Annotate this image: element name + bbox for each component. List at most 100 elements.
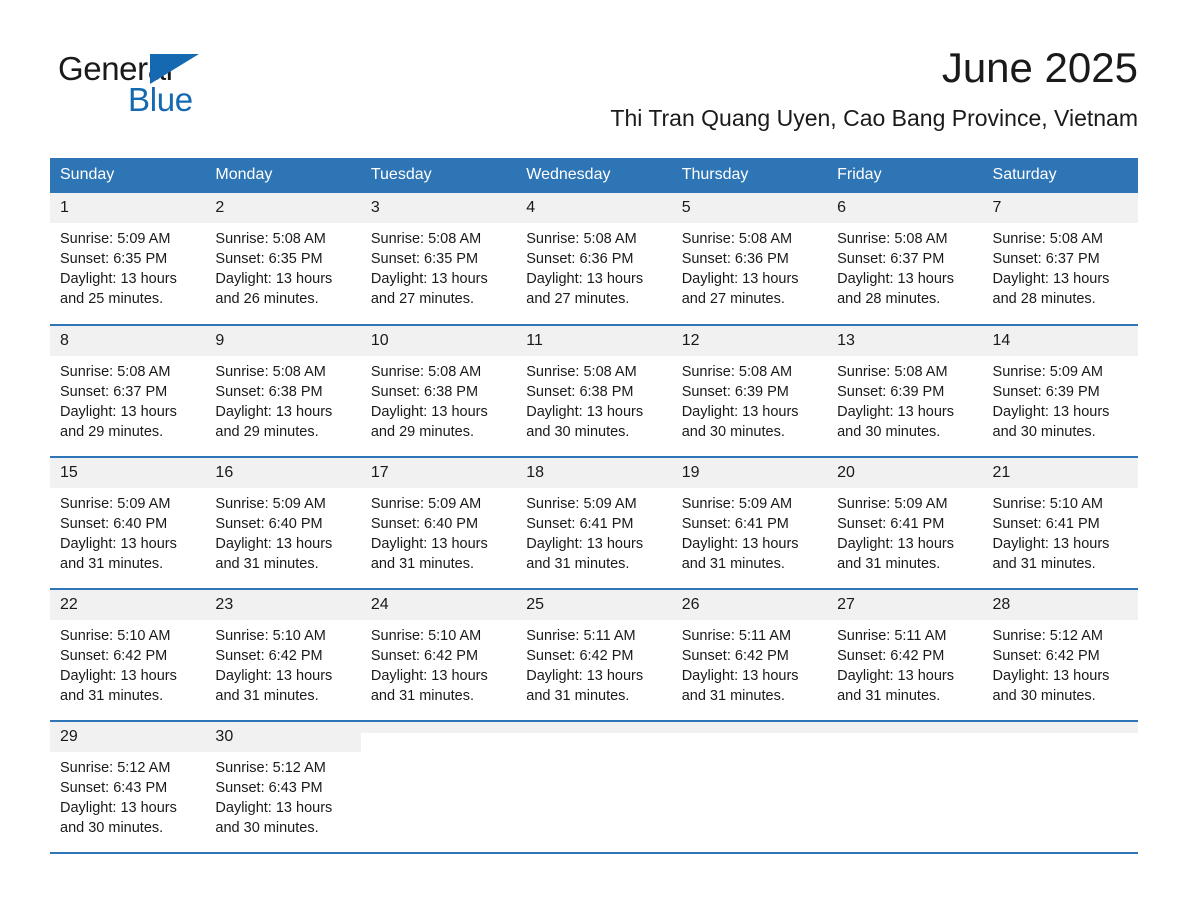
daylight-text: Daylight: 13 hours and 29 minutes. [215, 404, 333, 440]
calendar-day-cell[interactable]: 5 Sunrise: 5:08 AM Sunset: 6:36 PM Daylight… [671, 193, 828, 326]
general-blue-logo[interactable]: General Blue [58, 52, 238, 122]
day-number: 1 [50, 193, 206, 223]
day-number: 22 [50, 590, 206, 620]
weekday-header-tuesday: Tuesday [360, 158, 517, 193]
calendar-day-cell[interactable]: 13 Sunrise: 5:08 AM Sunset: 6:39 PM Dayligh… [827, 325, 983, 458]
daylight-text: Daylight: 13 hours and 31 minutes. [370, 668, 488, 704]
calendar-week-row: 22 Sunrise: 5:10 AM Sunset: 6:42 PM Dayligh… [50, 589, 1138, 722]
day-number: 28 [982, 590, 1138, 620]
day-number: 12 [671, 326, 828, 356]
sunset-text: Sunset: 6:41 PM [837, 516, 945, 532]
sunset-text: Sunset: 6:41 PM [681, 516, 789, 532]
calendar-day-cell[interactable]: 21 Sunrise: 5:10 AM Sunset: 6:41 PM Dayligh… [982, 457, 1138, 590]
daylight-text: Daylight: 13 hours and 29 minutes. [60, 404, 177, 440]
day-number: 16 [205, 458, 361, 488]
day-details: Sunrise: 5:10 AM Sunset: 6:42 PM Daylight:… [361, 620, 516, 706]
sunrise-text: Sunrise: 5:11 AM [526, 628, 636, 644]
day-details: Sunrise: 5:11 AM Sunset: 6:42 PM Daylight:… [672, 620, 827, 706]
day-details: Sunrise: 5:11 AM Sunset: 6:42 PM Daylight:… [827, 620, 982, 706]
daylight-text: Daylight: 13 hours and 25 minutes. [60, 271, 177, 307]
sunrise-text: Sunrise: 5:10 AM [992, 496, 1103, 512]
calendar-day-cell[interactable]: 19 Sunrise: 5:09 AM Sunset: 6:41 PM Dayligh… [671, 457, 828, 590]
day-number: 17 [360, 458, 517, 488]
calendar-header-row-group: Sunday Monday Tuesday Wednesday Thursday… [50, 158, 1138, 193]
sunrise-text: Sunrise: 5:09 AM [60, 496, 171, 512]
calendar-day-cell[interactable]: 20 Sunrise: 5:09 AM Sunset: 6:41 PM Dayligh… [827, 457, 983, 590]
calendar-day-cell[interactable]: 16 Sunrise: 5:09 AM Sunset: 6:40 PM Dayligh… [205, 457, 361, 590]
day-details: Sunrise: 5:08 AM Sunset: 6:39 PM Daylight:… [672, 356, 827, 442]
calendar-day-cell[interactable]: 15 Sunrise: 5:09 AM Sunset: 6:40 PM Dayligh… [50, 457, 206, 590]
calendar-day-cell[interactable]: 30 Sunrise: 5:12 AM Sunset: 6:43 PM Dayligh… [205, 721, 361, 854]
calendar-day-cell[interactable]: 2 Sunrise: 5:08 AM Sunset: 6:35 PM Daylight… [205, 193, 361, 326]
day-number: 30 [205, 722, 361, 752]
sunrise-text: Sunrise: 5:10 AM [60, 628, 171, 644]
day-number: 27 [827, 590, 983, 620]
calendar-day-cell[interactable]: 24 Sunrise: 5:10 AM Sunset: 6:42 PM Dayligh… [360, 589, 517, 722]
calendar-day-cell[interactable]: 3 Sunrise: 5:08 AM Sunset: 6:35 PM Daylight… [360, 193, 517, 326]
day-number [360, 722, 517, 733]
daylight-text: Daylight: 13 hours and 31 minutes. [215, 668, 333, 704]
sunset-text: Sunset: 6:35 PM [60, 251, 168, 267]
calendar-week-row: 29 Sunrise: 5:12 AM Sunset: 6:43 PM Dayligh… [50, 721, 1138, 854]
weekday-header-sunday: Sunday [50, 158, 206, 193]
sunset-text: Sunset: 6:36 PM [681, 251, 789, 267]
daylight-text: Daylight: 13 hours and 30 minutes. [992, 668, 1110, 704]
day-details: Sunrise: 5:12 AM Sunset: 6:43 PM Daylight:… [205, 752, 360, 838]
day-number: 14 [982, 326, 1138, 356]
daylight-text: Daylight: 13 hours and 31 minutes. [837, 536, 954, 572]
day-details: Sunrise: 5:08 AM Sunset: 6:36 PM Daylight:… [516, 223, 671, 309]
calendar-day-cell[interactable]: 10 Sunrise: 5:08 AM Sunset: 6:38 PM Dayligh… [360, 325, 517, 458]
daylight-text: Daylight: 13 hours and 30 minutes. [681, 404, 799, 440]
page-title: June 2025 [941, 44, 1138, 91]
calendar-day-cell[interactable]: 9 Sunrise: 5:08 AM Sunset: 6:38 PM Daylight… [205, 325, 361, 458]
daylight-text: Daylight: 13 hours and 31 minutes. [60, 536, 177, 572]
sunrise-text: Sunrise: 5:10 AM [215, 628, 326, 644]
daylight-text: Daylight: 13 hours and 27 minutes. [526, 271, 644, 307]
title-block: June 2025 Thi Tran Quang Uyen, Cao Bang … [610, 44, 1138, 132]
calendar-day-cell[interactable]: 11 Sunrise: 5:08 AM Sunset: 6:38 PM Dayligh… [516, 325, 672, 458]
sunrise-text: Sunrise: 5:08 AM [681, 364, 793, 380]
daylight-text: Daylight: 13 hours and 30 minutes. [992, 404, 1110, 440]
day-details: Sunrise: 5:11 AM Sunset: 6:42 PM Daylight:… [516, 620, 671, 706]
sunrise-text: Sunrise: 5:09 AM [992, 364, 1103, 380]
sunset-text: Sunset: 6:40 PM [215, 516, 323, 532]
daylight-text: Daylight: 13 hours and 31 minutes. [526, 668, 644, 704]
day-number: 7 [982, 193, 1138, 223]
daylight-text: Daylight: 13 hours and 28 minutes. [837, 271, 954, 307]
sunset-text: Sunset: 6:42 PM [215, 648, 323, 664]
calendar-day-cell[interactable]: 17 Sunrise: 5:09 AM Sunset: 6:40 PM Dayligh… [360, 457, 517, 590]
sunset-text: Sunset: 6:41 PM [526, 516, 634, 532]
weekday-header-wednesday: Wednesday [516, 158, 672, 193]
calendar-day-cell[interactable]: 22 Sunrise: 5:10 AM Sunset: 6:42 PM Dayligh… [50, 589, 206, 722]
day-details: Sunrise: 5:10 AM Sunset: 6:41 PM Daylight:… [983, 488, 1138, 574]
calendar-day-cell[interactable]: 4 Sunrise: 5:08 AM Sunset: 6:36 PM Daylight… [516, 193, 672, 326]
sunrise-text: Sunrise: 5:09 AM [526, 496, 637, 512]
sunset-text: Sunset: 6:42 PM [992, 648, 1100, 664]
day-number [671, 722, 828, 733]
calendar-day-cell[interactable]: 25 Sunrise: 5:11 AM Sunset: 6:42 PM Dayligh… [516, 589, 672, 722]
calendar-day-cell[interactable]: 14 Sunrise: 5:09 AM Sunset: 6:39 PM Dayligh… [982, 325, 1138, 458]
daylight-text: Daylight: 13 hours and 30 minutes. [215, 800, 333, 836]
day-details: Sunrise: 5:08 AM Sunset: 6:39 PM Daylight:… [827, 356, 982, 442]
calendar-day-cell[interactable]: 7 Sunrise: 5:08 AM Sunset: 6:37 PM Daylight… [982, 193, 1138, 326]
sunset-text: Sunset: 6:35 PM [370, 251, 479, 267]
calendar-day-cell[interactable]: 28 Sunrise: 5:12 AM Sunset: 6:42 PM Dayligh… [982, 589, 1138, 722]
day-details: Sunrise: 5:10 AM Sunset: 6:42 PM Daylight:… [50, 620, 205, 706]
sunset-text: Sunset: 6:39 PM [837, 384, 945, 400]
calendar-day-cell[interactable]: 8 Sunrise: 5:08 AM Sunset: 6:37 PM Daylight… [50, 325, 206, 458]
calendar-day-cell[interactable]: 6 Sunrise: 5:08 AM Sunset: 6:37 PM Daylight… [827, 193, 983, 326]
sunset-text: Sunset: 6:42 PM [370, 648, 479, 664]
calendar-day-cell[interactable]: 18 Sunrise: 5:09 AM Sunset: 6:41 PM Dayligh… [516, 457, 672, 590]
sunset-text: Sunset: 6:42 PM [837, 648, 945, 664]
calendar-day-cell[interactable]: 26 Sunrise: 5:11 AM Sunset: 6:42 PM Dayligh… [671, 589, 828, 722]
calendar-day-cell[interactable]: 29 Sunrise: 5:12 AM Sunset: 6:43 PM Dayligh… [50, 721, 206, 854]
weekday-header-row: Sunday Monday Tuesday Wednesday Thursday… [50, 158, 1138, 193]
calendar-day-cell[interactable]: 1 Sunrise: 5:09 AM Sunset: 6:35 PM Daylight… [50, 193, 206, 326]
daylight-text: Daylight: 13 hours and 30 minutes. [837, 404, 954, 440]
calendar-day-cell[interactable]: 23 Sunrise: 5:10 AM Sunset: 6:42 PM Dayligh… [205, 589, 361, 722]
calendar-day-cell[interactable]: 27 Sunrise: 5:11 AM Sunset: 6:42 PM Dayligh… [827, 589, 983, 722]
calendar-day-cell[interactable]: 12 Sunrise: 5:08 AM Sunset: 6:39 PM Dayligh… [671, 325, 828, 458]
day-number: 4 [516, 193, 672, 223]
daylight-text: Daylight: 13 hours and 30 minutes. [526, 404, 644, 440]
sunset-text: Sunset: 6:42 PM [60, 648, 168, 664]
